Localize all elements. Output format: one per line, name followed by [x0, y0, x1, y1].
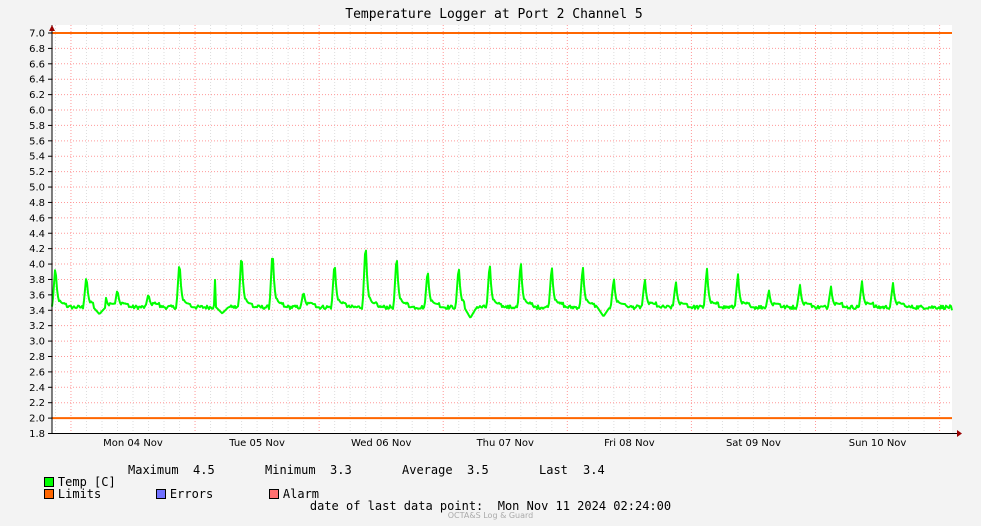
stat-average-label: Average: [402, 463, 453, 477]
legend-temp: Temp [C]: [15, 464, 116, 500]
y-axis-arrow: [49, 25, 55, 31]
y-tick-label: 5.2: [29, 167, 45, 178]
y-tick-label: 6.8: [29, 44, 45, 55]
y-tick-label: 2.8: [29, 352, 45, 363]
y-tick-label: 4.0: [29, 260, 45, 271]
x-tick-label: Sat 09 Nov: [726, 438, 781, 449]
legend-errors: Errors: [127, 476, 213, 512]
y-tick-label: 4.2: [29, 244, 45, 255]
watermark: OCTA&S Log & Guard: [447, 511, 534, 520]
y-tick-label: 2.4: [29, 383, 45, 394]
y-tick-label: 5.4: [29, 152, 45, 163]
x-tick-labels: Mon 04 Nov Tue 05 Nov Wed 06 Nov Thu 07 Nov…: [103, 438, 906, 449]
y-tick-label: 6.0: [29, 106, 45, 117]
legend-errors-label: Errors: [169, 487, 214, 501]
limit-lines: [52, 32, 952, 420]
chart-title: Temperature Logger at Port 2 Channel 5: [345, 7, 642, 22]
stat-maximum-value: 4.5: [193, 463, 215, 477]
stat-average-value: 3.5: [467, 463, 489, 477]
x-tick-label: Fri 08 Nov: [604, 438, 655, 449]
x-tick-label: Tue 05 Nov: [228, 438, 285, 449]
y-tick-label: 3.4: [29, 306, 45, 317]
temp-swatch: [43, 476, 54, 487]
limits-swatch: [43, 488, 54, 499]
stat-maximum-label: Maximum: [128, 463, 179, 477]
alarm-swatch: [268, 488, 279, 499]
y-tick-label: 3.8: [29, 275, 45, 286]
legend-alarm: Alarm: [240, 476, 319, 512]
y-tick-label: 5.6: [29, 136, 45, 147]
stat-minimum-value: 3.3: [330, 463, 352, 477]
x-tick-label: Sun 10 Nov: [849, 438, 907, 449]
x-tick-label: Thu 07 Nov: [476, 438, 534, 449]
plot-background: [52, 25, 952, 434]
y-tick-label: 4.6: [29, 213, 45, 224]
stat-last-value: 3.4: [583, 463, 605, 477]
grid: [52, 25, 952, 434]
axes: [48, 25, 962, 437]
x-axis-arrow: [957, 430, 962, 437]
y-tick-label: 5.0: [29, 183, 45, 194]
y-tick-label: 3.2: [29, 321, 45, 332]
y-tick-label: 3.6: [29, 290, 45, 301]
last-data-point: date of last data point: Mon Nov 11 2024…: [309, 499, 672, 513]
legend-limits: Limits: [15, 476, 101, 512]
temp-series-line: [51, 249, 953, 319]
y-tick-label: 4.8: [29, 198, 45, 209]
y-tick-labels: 7.0 6.8 6.6 6.4 6.2 6.0 5.8 5.6 5.4 5.2 5.0 4.8 4.6 4…: [29, 29, 45, 441]
y-tick-label: 4.4: [29, 229, 45, 240]
y-tick-label: 2.0: [29, 414, 45, 425]
errors-swatch: [155, 488, 166, 499]
y-tick-label: 5.8: [29, 121, 45, 132]
y-tick-label: 2.6: [29, 367, 45, 378]
y-tick-label: 6.6: [29, 59, 45, 70]
x-tick-label: Mon 04 Nov: [103, 438, 163, 449]
legend-limits-label: Limits: [57, 487, 102, 501]
y-tick-label: 1.8: [29, 429, 45, 440]
y-tick-label: 6.4: [29, 75, 45, 86]
x-tick-label: Wed 06 Nov: [351, 438, 411, 449]
stat-minimum-label: Minimum: [265, 463, 316, 477]
y-tick-label: 3.0: [29, 337, 45, 348]
legend-temp-label: Temp [C]: [57, 475, 116, 489]
stat-last-label: Last: [539, 463, 568, 477]
y-tick-label: 2.2: [29, 398, 45, 409]
legend-alarm-label: Alarm: [282, 487, 320, 501]
y-tick-label: 6.2: [29, 90, 45, 101]
y-tick-label: 7.0: [29, 29, 45, 40]
